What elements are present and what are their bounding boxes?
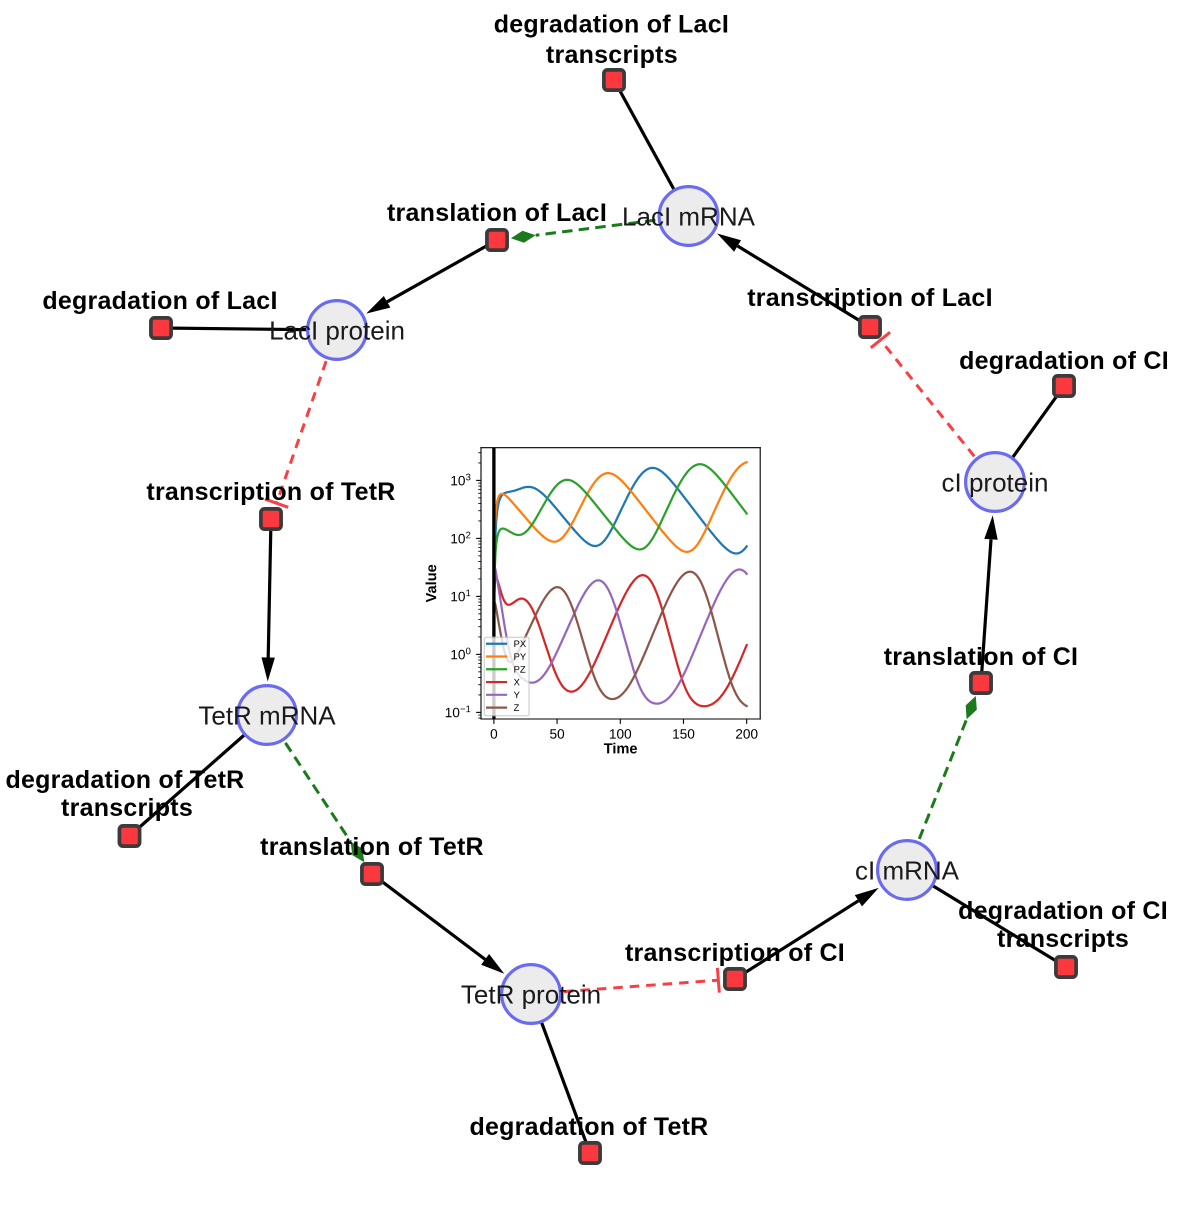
svg-text:TetR mRNA: TetR mRNA xyxy=(198,701,336,731)
svg-text:transcripts: transcripts xyxy=(546,41,678,69)
svg-text:transcripts: transcripts xyxy=(61,794,193,822)
svg-text:transcription of CI: transcription of CI xyxy=(625,939,845,967)
svg-text:degradation of LacI: degradation of LacI xyxy=(494,11,729,39)
svg-text:degradation of TetR: degradation of TetR xyxy=(5,766,244,794)
svg-text:transcription of LacI: transcription of LacI xyxy=(747,284,993,312)
svg-text:TetR protein: TetR protein xyxy=(461,980,601,1010)
svg-text:degradation of LacI: degradation of LacI xyxy=(42,287,277,315)
svg-text:transcription of TetR: transcription of TetR xyxy=(146,478,395,506)
svg-text:LacI protein: LacI protein xyxy=(269,316,405,346)
svg-text:cI protein: cI protein xyxy=(942,468,1049,498)
svg-text:transcripts: transcripts xyxy=(997,925,1129,953)
svg-text:translation of TetR: translation of TetR xyxy=(260,833,484,861)
svg-text:degradation of CI: degradation of CI xyxy=(959,347,1169,375)
svg-text:translation of LacI: translation of LacI xyxy=(387,199,607,227)
svg-text:cI mRNA: cI mRNA xyxy=(855,856,960,886)
svg-text:translation of CI: translation of CI xyxy=(884,643,1079,671)
svg-text:degradation of TetR: degradation of TetR xyxy=(469,1113,708,1141)
svg-text:LacI mRNA: LacI mRNA xyxy=(622,202,756,232)
svg-text:degradation of CI: degradation of CI xyxy=(958,897,1168,925)
